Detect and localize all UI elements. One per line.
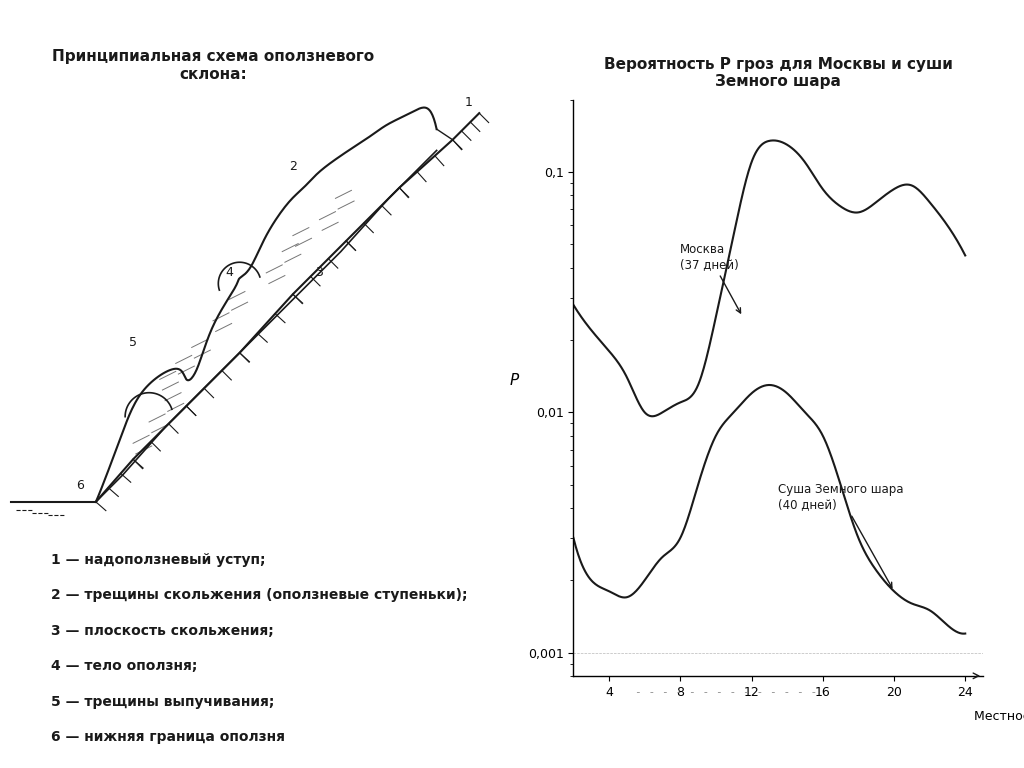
Title: Вероятность P гроз для Москвы и суши
Земного шара: Вероятность P гроз для Москвы и суши Зем… [604,57,952,89]
Text: 6: 6 [76,479,84,492]
Text: 5: 5 [129,336,137,349]
Text: 6 — нижняя граница оползня: 6 — нижняя граница оползня [51,730,286,744]
Text: - - - - - - - - - - - - - -: - - - - - - - - - - - - - - [635,687,817,697]
Y-axis label: P: P [509,372,518,388]
Text: 3 — плоскость скольжения;: 3 — плоскость скольжения; [51,624,274,638]
Text: 2 — трещины скольжения (оползневые ступеньки);: 2 — трещины скольжения (оползневые ступе… [51,588,468,602]
Text: 4: 4 [225,266,232,280]
Text: 3: 3 [315,266,324,280]
X-axis label: Местное время: Местное время [974,710,1024,723]
Text: 5 — трещины выпучивания;: 5 — трещины выпучивания; [51,695,274,709]
Text: 4 — тело оползня;: 4 — тело оползня; [51,660,198,674]
Text: 2: 2 [289,160,297,173]
Text: Принципиальная схема оползневого
склона:: Принципиальная схема оползневого склона: [52,49,374,81]
Text: 1 — надоползневый уступ;: 1 — надоползневый уступ; [51,553,265,567]
Text: 1: 1 [465,96,472,109]
Text: Суша Земного шара
(40 дней): Суша Земного шара (40 дней) [778,483,904,588]
Text: Москва
(37 дней): Москва (37 дней) [680,243,740,313]
